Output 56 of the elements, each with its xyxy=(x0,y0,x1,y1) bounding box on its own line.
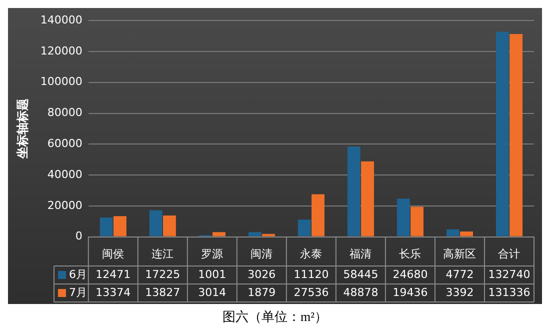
bar xyxy=(149,210,162,236)
x-tick-label: 合计 xyxy=(498,247,520,260)
data-label: 13374 xyxy=(96,286,131,299)
data-label: 58445 xyxy=(343,268,378,281)
data-label: 24680 xyxy=(392,268,428,281)
bar xyxy=(163,215,176,236)
bar xyxy=(298,220,311,236)
y-tick-label: 60000 xyxy=(47,137,82,150)
y-tick-label: 100000 xyxy=(40,75,82,88)
x-tick-label: 福清 xyxy=(350,247,372,260)
legend-label: 7月 xyxy=(69,286,87,299)
x-tick-label: 连江 xyxy=(152,247,174,260)
bar xyxy=(312,194,324,236)
bar xyxy=(361,161,374,236)
data-label: 27536 xyxy=(294,286,329,299)
data-label: 1001 xyxy=(198,268,226,281)
legend-label: 6月 xyxy=(69,268,87,281)
bar xyxy=(100,218,113,236)
bar xyxy=(248,232,262,236)
data-label: 19436 xyxy=(392,286,428,299)
y-tick-label: 0 xyxy=(75,230,82,243)
data-label: 3014 xyxy=(198,286,226,299)
bar xyxy=(347,146,360,236)
data-label: 131336 xyxy=(488,286,530,299)
x-tick-label: 闽侯 xyxy=(102,247,124,260)
bar xyxy=(496,32,509,236)
y-axis-title: 坐标轴标题 xyxy=(15,98,30,160)
x-tick-label: 高新区 xyxy=(443,247,476,260)
data-label: 13827 xyxy=(145,286,180,299)
y-tick-label: 80000 xyxy=(47,106,82,120)
x-tick-label: 长乐 xyxy=(399,247,422,260)
bar xyxy=(460,232,474,236)
data-label: 3392 xyxy=(446,286,474,299)
data-label: 17225 xyxy=(145,268,180,281)
x-tick-label: 罗源 xyxy=(201,247,224,260)
bar xyxy=(446,229,460,236)
bar xyxy=(410,206,424,236)
text: 图六（单位：m²） xyxy=(221,308,328,326)
bar xyxy=(212,232,226,236)
y-tick-label: 140000 xyxy=(40,13,82,26)
bar xyxy=(396,198,410,236)
y-tick-label: 20000 xyxy=(47,198,82,212)
data-label: 132740 xyxy=(488,268,530,281)
bar xyxy=(262,234,275,236)
data-label: 11120 xyxy=(294,268,329,281)
y-tick-label: 40000 xyxy=(47,168,82,181)
bar xyxy=(510,34,523,236)
data-label: 12471 xyxy=(96,268,131,281)
x-tick-label: 永泰 xyxy=(300,247,322,260)
y-tick-label: 120000 xyxy=(40,44,82,58)
data-label: 48878 xyxy=(343,286,378,299)
data-label: 4772 xyxy=(446,268,474,281)
data-label: 3026 xyxy=(248,268,276,281)
x-tick-label: 闽清 xyxy=(250,247,273,260)
bar xyxy=(113,216,126,236)
data-label: 1879 xyxy=(248,286,276,299)
